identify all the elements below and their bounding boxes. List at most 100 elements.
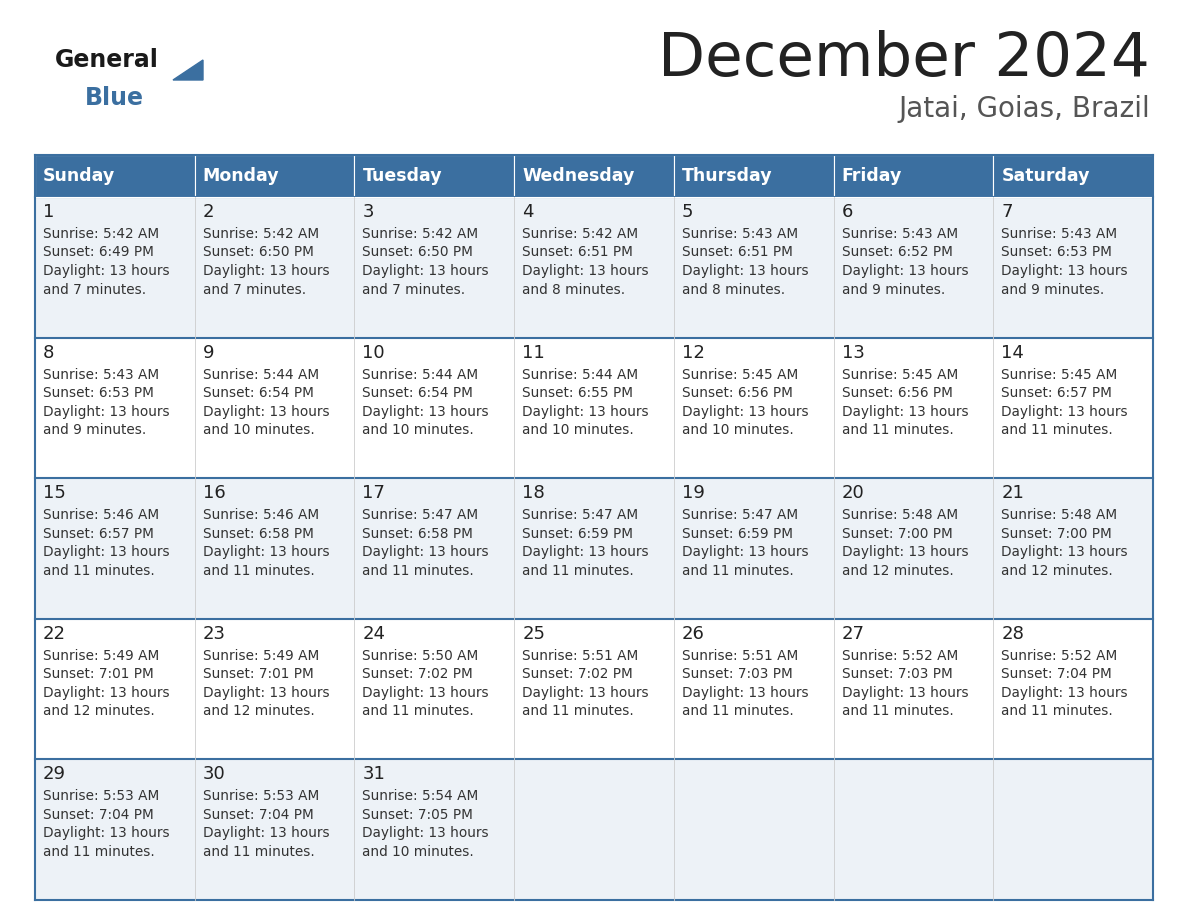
Text: and 11 minutes.: and 11 minutes. bbox=[523, 564, 634, 577]
Text: and 7 minutes.: and 7 minutes. bbox=[362, 283, 466, 297]
Text: Sunrise: 5:45 AM: Sunrise: 5:45 AM bbox=[841, 367, 958, 382]
Text: Sunset: 7:02 PM: Sunset: 7:02 PM bbox=[362, 667, 473, 681]
Text: Sunrise: 5:42 AM: Sunrise: 5:42 AM bbox=[362, 227, 479, 241]
Text: Sunrise: 5:43 AM: Sunrise: 5:43 AM bbox=[682, 227, 798, 241]
Bar bbox=[993, 478, 1154, 619]
Text: and 10 minutes.: and 10 minutes. bbox=[523, 423, 634, 437]
Text: Friday: Friday bbox=[841, 167, 902, 185]
Bar bbox=[514, 338, 674, 478]
Text: 11: 11 bbox=[523, 343, 545, 362]
Text: Sunset: 7:00 PM: Sunset: 7:00 PM bbox=[1001, 527, 1112, 541]
Bar bbox=[834, 759, 993, 900]
Text: and 11 minutes.: and 11 minutes. bbox=[362, 704, 474, 718]
Text: Sunrise: 5:46 AM: Sunrise: 5:46 AM bbox=[43, 509, 159, 522]
Text: 19: 19 bbox=[682, 484, 704, 502]
Text: Sunrise: 5:43 AM: Sunrise: 5:43 AM bbox=[841, 227, 958, 241]
Text: Sunset: 6:59 PM: Sunset: 6:59 PM bbox=[682, 527, 792, 541]
Bar bbox=[195, 619, 354, 759]
Text: Sunrise: 5:48 AM: Sunrise: 5:48 AM bbox=[841, 509, 958, 522]
Text: and 11 minutes.: and 11 minutes. bbox=[43, 845, 154, 859]
Text: 20: 20 bbox=[841, 484, 865, 502]
Text: Daylight: 13 hours: Daylight: 13 hours bbox=[203, 264, 329, 278]
Text: 26: 26 bbox=[682, 625, 704, 643]
Text: 15: 15 bbox=[43, 484, 65, 502]
Text: Blue: Blue bbox=[86, 86, 144, 110]
Text: Daylight: 13 hours: Daylight: 13 hours bbox=[1001, 545, 1127, 559]
Text: Daylight: 13 hours: Daylight: 13 hours bbox=[841, 545, 968, 559]
Text: Sunrise: 5:49 AM: Sunrise: 5:49 AM bbox=[203, 649, 318, 663]
Text: and 11 minutes.: and 11 minutes. bbox=[1001, 704, 1113, 718]
Text: General: General bbox=[55, 48, 159, 72]
Bar bbox=[34, 155, 195, 197]
Text: 12: 12 bbox=[682, 343, 704, 362]
Text: Sunrise: 5:44 AM: Sunrise: 5:44 AM bbox=[523, 367, 638, 382]
Text: 2: 2 bbox=[203, 203, 214, 221]
Text: Daylight: 13 hours: Daylight: 13 hours bbox=[523, 264, 649, 278]
Text: Sunrise: 5:51 AM: Sunrise: 5:51 AM bbox=[523, 649, 638, 663]
Text: Daylight: 13 hours: Daylight: 13 hours bbox=[682, 545, 809, 559]
Text: and 12 minutes.: and 12 minutes. bbox=[203, 704, 315, 718]
Text: and 10 minutes.: and 10 minutes. bbox=[682, 423, 794, 437]
Text: Daylight: 13 hours: Daylight: 13 hours bbox=[203, 405, 329, 419]
Text: and 11 minutes.: and 11 minutes. bbox=[682, 704, 794, 718]
Text: 17: 17 bbox=[362, 484, 385, 502]
Text: and 11 minutes.: and 11 minutes. bbox=[203, 845, 315, 859]
Bar bbox=[834, 619, 993, 759]
Text: Saturday: Saturday bbox=[1001, 167, 1089, 185]
Bar bbox=[993, 197, 1154, 338]
Text: Sunset: 7:00 PM: Sunset: 7:00 PM bbox=[841, 527, 953, 541]
Text: Sunrise: 5:50 AM: Sunrise: 5:50 AM bbox=[362, 649, 479, 663]
Bar bbox=[195, 759, 354, 900]
Text: Daylight: 13 hours: Daylight: 13 hours bbox=[362, 826, 489, 840]
Text: Sunset: 7:03 PM: Sunset: 7:03 PM bbox=[682, 667, 792, 681]
Text: Sunset: 6:58 PM: Sunset: 6:58 PM bbox=[203, 527, 314, 541]
Text: Sunset: 6:57 PM: Sunset: 6:57 PM bbox=[1001, 386, 1112, 400]
Text: 9: 9 bbox=[203, 343, 214, 362]
Text: 25: 25 bbox=[523, 625, 545, 643]
Text: Daylight: 13 hours: Daylight: 13 hours bbox=[841, 686, 968, 700]
Text: Sunrise: 5:53 AM: Sunrise: 5:53 AM bbox=[43, 789, 159, 803]
Text: Sunrise: 5:54 AM: Sunrise: 5:54 AM bbox=[362, 789, 479, 803]
Text: Daylight: 13 hours: Daylight: 13 hours bbox=[682, 686, 809, 700]
Text: 30: 30 bbox=[203, 766, 226, 783]
Text: Daylight: 13 hours: Daylight: 13 hours bbox=[1001, 405, 1127, 419]
Text: Tuesday: Tuesday bbox=[362, 167, 442, 185]
Text: Daylight: 13 hours: Daylight: 13 hours bbox=[682, 264, 809, 278]
Bar bbox=[834, 338, 993, 478]
Text: Sunset: 6:49 PM: Sunset: 6:49 PM bbox=[43, 245, 154, 260]
Text: Sunrise: 5:45 AM: Sunrise: 5:45 AM bbox=[682, 367, 798, 382]
Text: Daylight: 13 hours: Daylight: 13 hours bbox=[362, 264, 489, 278]
Text: and 11 minutes.: and 11 minutes. bbox=[682, 564, 794, 577]
Text: and 10 minutes.: and 10 minutes. bbox=[203, 423, 315, 437]
Text: Sunset: 7:05 PM: Sunset: 7:05 PM bbox=[362, 808, 473, 822]
Bar bbox=[34, 197, 195, 338]
Text: Daylight: 13 hours: Daylight: 13 hours bbox=[1001, 686, 1127, 700]
Text: and 11 minutes.: and 11 minutes. bbox=[523, 704, 634, 718]
Text: Sunrise: 5:45 AM: Sunrise: 5:45 AM bbox=[1001, 367, 1118, 382]
Text: Sunset: 6:58 PM: Sunset: 6:58 PM bbox=[362, 527, 473, 541]
Text: Sunset: 7:03 PM: Sunset: 7:03 PM bbox=[841, 667, 953, 681]
Text: and 8 minutes.: and 8 minutes. bbox=[682, 283, 785, 297]
Text: 14: 14 bbox=[1001, 343, 1024, 362]
Text: Sunset: 6:51 PM: Sunset: 6:51 PM bbox=[682, 245, 792, 260]
Bar bbox=[514, 155, 674, 197]
Text: 18: 18 bbox=[523, 484, 545, 502]
Text: Sunset: 6:53 PM: Sunset: 6:53 PM bbox=[1001, 245, 1112, 260]
Bar bbox=[354, 155, 514, 197]
Bar bbox=[514, 197, 674, 338]
Polygon shape bbox=[173, 60, 203, 80]
Text: Daylight: 13 hours: Daylight: 13 hours bbox=[523, 405, 649, 419]
Bar bbox=[34, 619, 195, 759]
Text: Daylight: 13 hours: Daylight: 13 hours bbox=[523, 545, 649, 559]
Text: Sunset: 7:02 PM: Sunset: 7:02 PM bbox=[523, 667, 633, 681]
Bar bbox=[354, 338, 514, 478]
Bar bbox=[834, 197, 993, 338]
Text: Daylight: 13 hours: Daylight: 13 hours bbox=[362, 545, 489, 559]
Text: 3: 3 bbox=[362, 203, 374, 221]
Text: Sunrise: 5:42 AM: Sunrise: 5:42 AM bbox=[203, 227, 318, 241]
Bar bbox=[195, 155, 354, 197]
Text: and 10 minutes.: and 10 minutes. bbox=[362, 423, 474, 437]
Text: Sunset: 7:01 PM: Sunset: 7:01 PM bbox=[43, 667, 153, 681]
Text: and 12 minutes.: and 12 minutes. bbox=[841, 564, 953, 577]
Text: Sunset: 7:04 PM: Sunset: 7:04 PM bbox=[43, 808, 153, 822]
